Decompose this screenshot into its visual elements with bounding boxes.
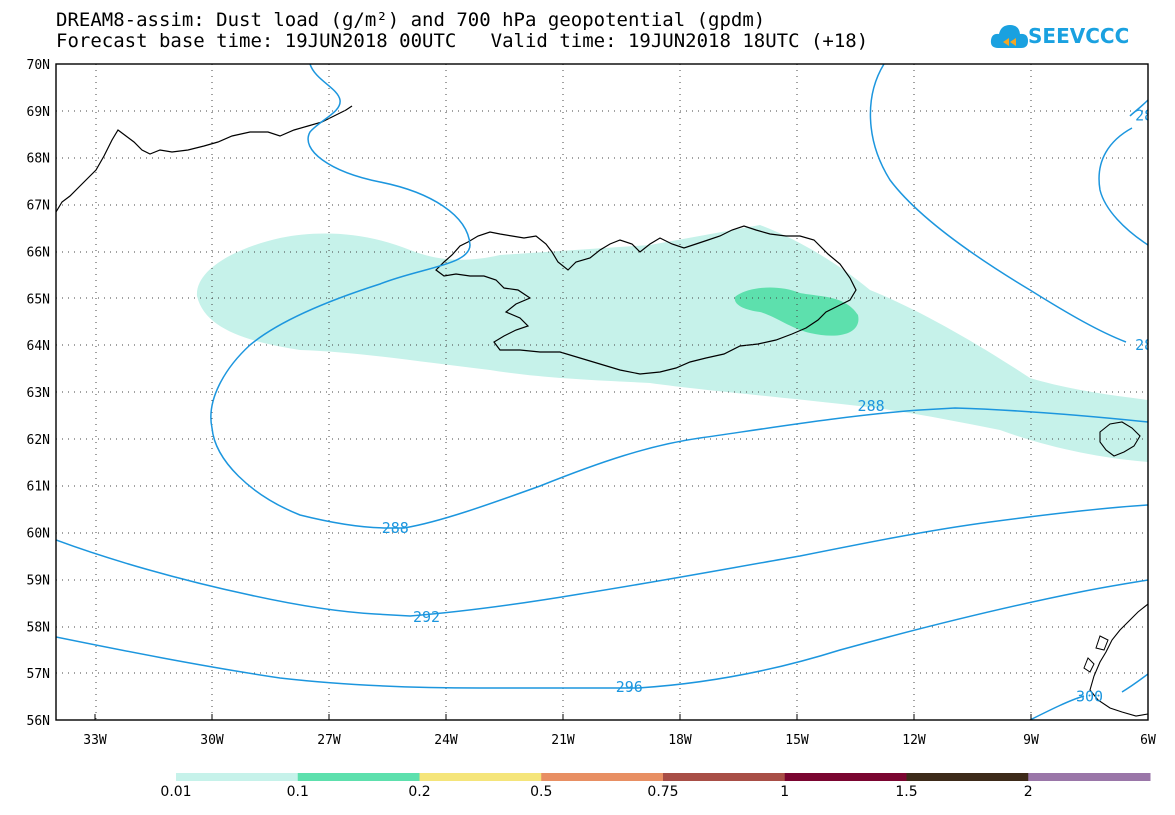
- lat-label: 66N: [27, 245, 50, 260]
- contour-label: 296: [616, 678, 643, 696]
- lon-label: 9W: [1023, 733, 1039, 748]
- lat-label: 58N: [27, 620, 50, 635]
- contour-label: 292: [413, 608, 440, 626]
- lat-label: 61N: [27, 480, 50, 495]
- lon-label: 12W: [902, 733, 926, 748]
- lat-label: 60N: [27, 527, 50, 542]
- lon-label: 27W: [317, 733, 341, 748]
- lat-label: 69N: [27, 105, 50, 120]
- lon-label: 21W: [551, 733, 575, 748]
- colorbar-label: 0.01: [160, 784, 192, 800]
- colorbar-label: 0.75: [647, 784, 679, 800]
- lat-label: 65N: [27, 292, 50, 307]
- lat-label: 67N: [27, 199, 50, 214]
- lat-label: 59N: [27, 573, 50, 588]
- map-title: DREAM8-assim: Dust load (g/m²) and 700 h…: [56, 9, 766, 31]
- lat-label: 63N: [27, 386, 50, 401]
- greenland-coast: [56, 105, 353, 213]
- colorbar-label: 0.1: [286, 784, 309, 800]
- iceland-coast: [435, 225, 857, 375]
- faroe-islands: [1099, 421, 1141, 457]
- contour-label: 28: [1135, 336, 1153, 354]
- lon-label: 15W: [785, 733, 809, 748]
- colorbar-label: 0.5: [530, 784, 553, 800]
- lon-label: 6W: [1140, 733, 1156, 748]
- lat-label: 56N: [27, 714, 50, 729]
- seevccc-logo: SEEVCCC: [990, 18, 1150, 58]
- lat-label: 68N: [27, 152, 50, 167]
- lon-label: 24W: [434, 733, 458, 748]
- contour-label: 300: [1076, 688, 1103, 706]
- contour-292: [56, 504, 1148, 617]
- contour-label: 288: [382, 519, 409, 537]
- contour-label: 288: [858, 397, 885, 415]
- map-subtitle: Forecast base time: 19JUN2018 00UTC Vali…: [56, 30, 869, 52]
- lon-label: 30W: [200, 733, 224, 748]
- colorbar-label: 0.2: [408, 784, 431, 800]
- dust-area-low: [196, 225, 1148, 462]
- cloud-logo-icon: [990, 25, 1028, 48]
- logo-text: SEEVCCC: [1028, 24, 1130, 48]
- map-frame: [55, 63, 1149, 721]
- contour-label: 28: [1135, 107, 1153, 125]
- lat-label: 62N: [27, 433, 50, 448]
- graticule: [56, 64, 1148, 720]
- hebrides-islands: [1083, 635, 1109, 673]
- colorbar-label: 1: [780, 784, 790, 800]
- lat-label: 64N: [27, 339, 50, 354]
- contour-288-east-north: [1098, 99, 1148, 246]
- contour-300: [1029, 673, 1148, 720]
- lat-label: 70N: [27, 58, 50, 73]
- contour-288-east: [869, 64, 1127, 343]
- contour-296: [56, 579, 1148, 689]
- lon-label: 18W: [668, 733, 692, 748]
- lat-label: 57N: [27, 667, 50, 682]
- colorbar-label: 1.5: [895, 784, 918, 800]
- contour-288-west: [210, 64, 1148, 529]
- scotland-coast: [1089, 603, 1148, 717]
- dust-area-mid: [734, 287, 859, 336]
- lon-label: 33W: [83, 733, 107, 748]
- colorbar-label: 2: [1023, 784, 1033, 800]
